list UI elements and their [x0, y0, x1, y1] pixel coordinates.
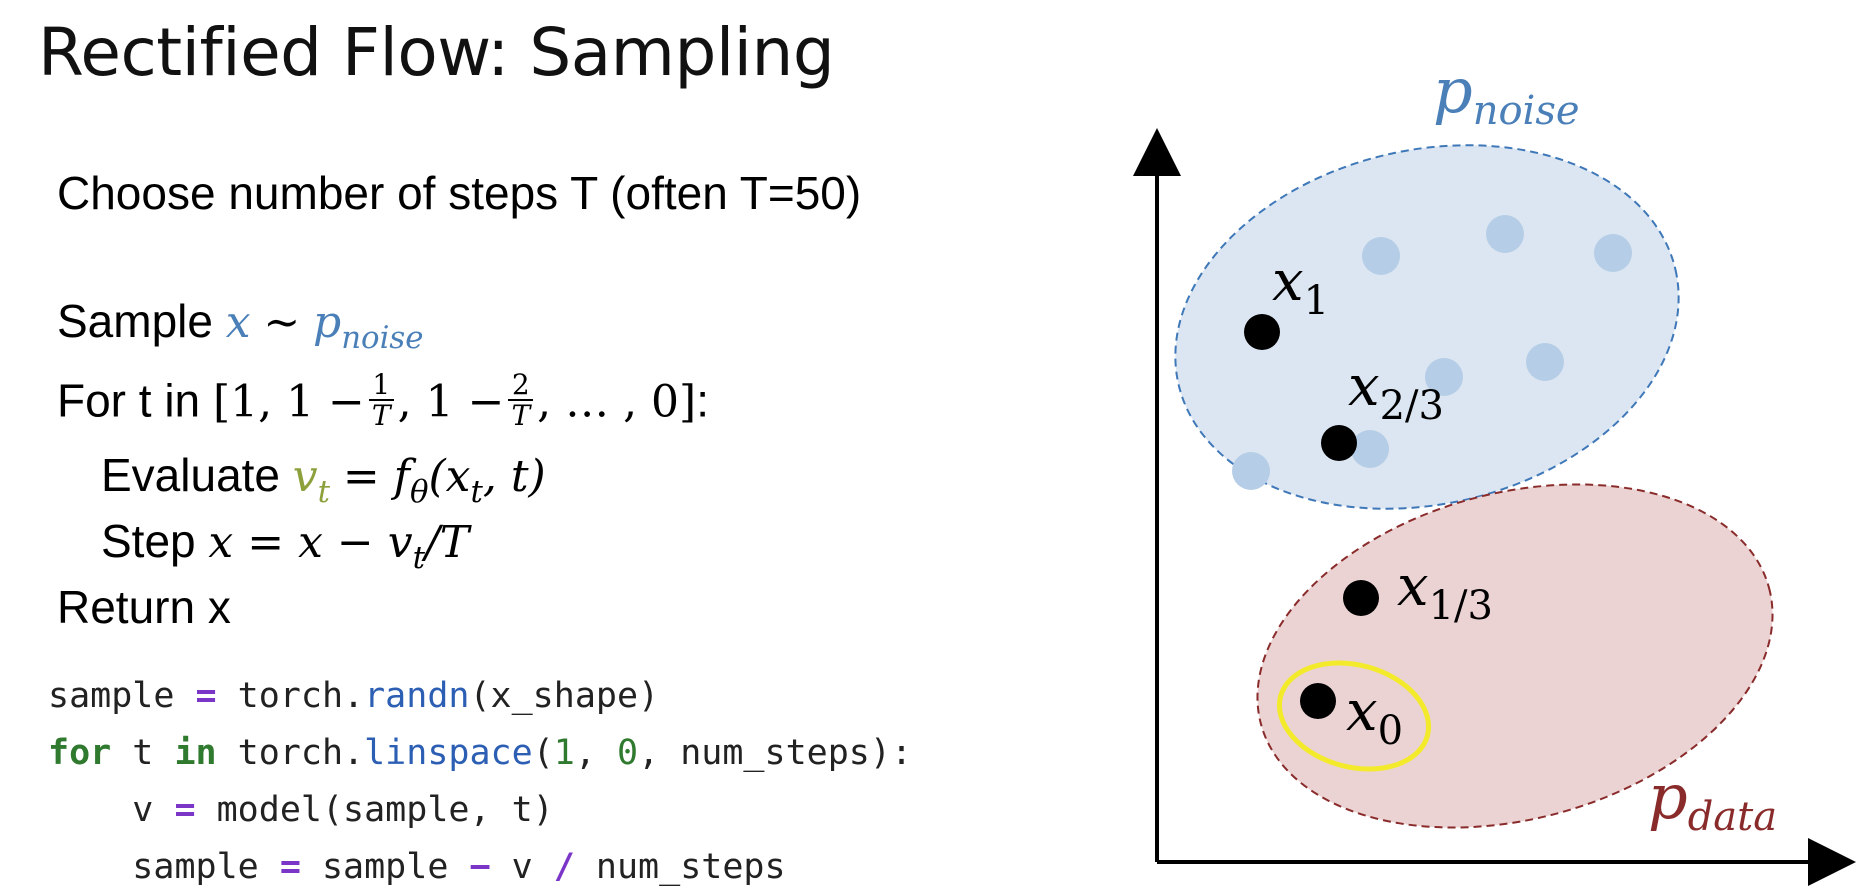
list-mid: , 1 − — [397, 376, 505, 428]
p-data-label: pdata — [1648, 760, 1777, 840]
noise-dot — [1594, 234, 1632, 272]
code-line-4: sample = sample − v / num_steps — [132, 847, 786, 887]
frac1-denominator: T — [371, 399, 391, 433]
step-rhs: /T — [424, 517, 470, 568]
x1-3-label: x1/3 — [1397, 554, 1493, 629]
step-line: Step x = x − vt/T — [101, 518, 469, 574]
noise-subscript: noise — [341, 319, 424, 356]
sample-line: Sample x ∼ pnoise — [57, 298, 423, 354]
code-line-1: sample = torch.randn(x_shape) — [48, 676, 660, 716]
for-colon: : — [696, 374, 709, 427]
p-noise-label: pnoise — [1433, 54, 1580, 134]
x0-label: x0 — [1346, 679, 1403, 754]
list-open: [1, 1 − — [212, 376, 365, 428]
return-line: Return x — [57, 581, 231, 633]
tilde-symbol: ∼ — [263, 297, 301, 348]
step-word: Step — [101, 515, 196, 567]
p-noise-term: pnoise — [313, 297, 423, 354]
evaluate-line: Evaluate vt = fθ(xt, t) — [101, 452, 546, 508]
eval-rhs: = fθ(xt, t) — [342, 451, 546, 508]
noise-dot — [1232, 452, 1270, 490]
for-line: For t in [1, 1 −1 T, 1 −2 T, … , 0]: — [57, 370, 709, 435]
frac2-denominator: T — [511, 399, 531, 433]
code-line-3: v = model(sample, t) — [132, 790, 554, 830]
v-subscript: t — [317, 473, 331, 510]
noise-dot — [1351, 430, 1389, 468]
eval-args-close: , t) — [482, 451, 546, 502]
x1-label: x1 — [1272, 249, 1329, 324]
code-line-2: for t in torch.linspace(1, 0, num_steps)… — [48, 733, 913, 773]
x-t-subscript: t — [470, 473, 483, 510]
point-x1-3 — [1343, 580, 1379, 616]
step-equation: x = x − vt/T — [208, 517, 470, 574]
p-main: p — [313, 297, 342, 348]
v-main: v — [292, 451, 318, 502]
code-block: sample = torch.randn(x_shape)for t in to… — [48, 668, 912, 896]
noise-dot — [1362, 237, 1400, 275]
frac1-numerator: 1 — [368, 370, 394, 402]
steps-instruction: Choose number of steps T (often T=50) — [57, 167, 862, 219]
slide-title: Rectified Flow: Sampling — [38, 14, 835, 91]
point-x0 — [1300, 683, 1336, 719]
eval-f: = f — [342, 451, 410, 502]
theta-subscript: θ — [409, 473, 429, 510]
eval-args-open: (x — [428, 451, 471, 502]
x2-3-label: x2/3 — [1348, 354, 1444, 429]
evaluate-word: Evaluate — [101, 449, 281, 501]
step-subscript: t — [412, 539, 425, 576]
x-variable: x — [225, 297, 251, 348]
x0-highlight-ring — [1276, 660, 1432, 772]
for-word: For t in — [57, 374, 201, 427]
sample-word: Sample — [57, 295, 213, 347]
data-distribution-ellipse — [1256, 483, 1774, 829]
frac2-numerator: 2 — [508, 370, 534, 402]
step-lhs: x = x − v — [208, 517, 413, 568]
point-x2-3 — [1321, 425, 1357, 461]
list-close: , … , 0] — [537, 376, 697, 428]
point-x1 — [1244, 314, 1280, 350]
v-t-term: vt — [292, 451, 330, 508]
noise-distribution-ellipse — [1174, 144, 1680, 510]
noise-dot — [1486, 215, 1524, 253]
noise-dot — [1425, 358, 1463, 396]
noise-dot — [1526, 343, 1564, 381]
